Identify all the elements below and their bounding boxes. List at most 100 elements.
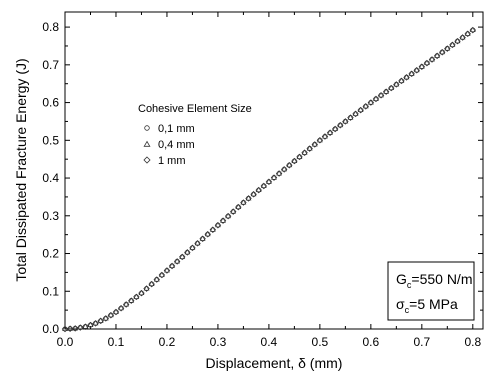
- y-tick-label: 0.5: [42, 133, 59, 147]
- x-axis-title: Displacement, δ (mm): [206, 355, 343, 371]
- marker-diamond: [240, 199, 247, 206]
- marker-diamond: [362, 103, 369, 110]
- marker-triangle: [102, 315, 109, 321]
- marker-diamond: [428, 56, 436, 63]
- marker-diamond: [372, 95, 380, 103]
- marker-triangle: [439, 49, 446, 55]
- marker-diamond: [270, 174, 278, 181]
- y-tick-labels: 0.0 0.1 0.2 0.3 0.4 0.5 0.6 0.7 0.8: [42, 20, 59, 336]
- marker-diamond: [102, 315, 110, 322]
- marker-diamond: [296, 153, 303, 161]
- marker-diamond: [214, 221, 222, 229]
- marker-triangle: [138, 289, 145, 296]
- marker-diamond: [433, 52, 441, 60]
- x-tick-label: 0.1: [108, 335, 125, 349]
- marker-diamond: [82, 323, 89, 330]
- marker-diamond: [347, 114, 354, 121]
- legend-label-2: 1 mm: [158, 155, 186, 167]
- marker-diamond: [179, 253, 186, 261]
- marker-triangle: [378, 92, 384, 98]
- marker-triangle: [240, 199, 247, 205]
- marker-triangle: [164, 267, 170, 273]
- marker-diamond: [352, 110, 359, 118]
- marker-triangle: [347, 114, 354, 120]
- x-tick-labels: 0.0 0.1 0.2 0.3 0.4 0.5 0.6 0.7 0.8: [57, 335, 482, 349]
- marker-triangle: [113, 308, 119, 314]
- marker-triangle: [327, 129, 333, 135]
- marker-diamond: [316, 137, 324, 144]
- marker-triangle: [403, 74, 410, 80]
- marker-triangle: [332, 125, 339, 131]
- marker-triangle: [194, 240, 201, 246]
- marker-triangle: [225, 212, 232, 219]
- marker-diamond: [66, 325, 74, 332]
- marker-diamond: [265, 178, 273, 186]
- marker-triangle: [464, 30, 471, 36]
- marker-triangle: [424, 59, 430, 65]
- legend-marker-diamond: [143, 156, 151, 164]
- marker-triangle: [133, 293, 140, 299]
- marker-diamond: [393, 81, 400, 88]
- marker-diamond: [260, 182, 268, 190]
- marker-diamond: [342, 118, 349, 125]
- marker-triangle: [123, 301, 130, 307]
- marker-triangle: [92, 320, 99, 326]
- marker-triangle: [199, 235, 206, 241]
- x-tick-label: 0.5: [312, 335, 329, 349]
- marker-diamond: [275, 170, 283, 177]
- marker-diamond: [163, 267, 171, 274]
- marker-diamond: [408, 70, 415, 78]
- plot-frame: [64, 11, 484, 330]
- marker-triangle: [393, 81, 400, 87]
- marker-diamond: [449, 41, 456, 49]
- marker-diamond: [184, 249, 191, 256]
- axis-ticks: [64, 12, 483, 330]
- marker-triangle: [413, 67, 420, 73]
- marker-diamond: [331, 125, 339, 133]
- marker-diamond: [464, 30, 471, 38]
- marker-triangle: [265, 178, 272, 184]
- marker-diamond: [459, 34, 466, 41]
- marker-triangle: [337, 122, 344, 128]
- marker-triangle: [67, 325, 74, 331]
- marker-diamond: [153, 276, 160, 283]
- marker-diamond: [219, 217, 227, 224]
- parameter-box-frame: [387, 261, 475, 321]
- legend-label-1: 0,4 mm: [158, 139, 195, 151]
- marker-triangle: [383, 88, 390, 94]
- marker-diamond: [71, 325, 79, 332]
- marker-triangle: [260, 182, 267, 188]
- marker-diamond: [398, 77, 405, 85]
- legend: Cohesive Element Size 0,1 mm 0,4 mm 1 mm: [138, 103, 252, 167]
- marker-triangle: [87, 321, 94, 327]
- marker-triangle: [367, 99, 374, 105]
- marker-triangle: [77, 324, 84, 330]
- marker-diamond: [413, 67, 420, 74]
- marker-diamond: [199, 235, 206, 243]
- marker-diamond: [61, 325, 69, 333]
- marker-diamond: [245, 195, 252, 202]
- marker-triangle: [230, 208, 237, 214]
- marker-triangle: [459, 34, 466, 40]
- marker-triangle: [158, 271, 165, 277]
- marker-triangle: [311, 141, 318, 147]
- marker-triangle: [148, 280, 155, 286]
- marker-diamond: [377, 92, 385, 99]
- marker-triangle: [179, 253, 186, 259]
- marker-triangle: [362, 103, 369, 109]
- marker-triangle: [444, 45, 451, 51]
- marker-diamond: [143, 285, 150, 292]
- marker-diamond: [301, 149, 308, 156]
- marker-diamond: [444, 45, 451, 52]
- marker-diamond: [87, 321, 94, 329]
- legend-label-0: 0,1 mm: [158, 123, 195, 135]
- y-tick-label: 0.2: [42, 247, 59, 261]
- marker-diamond: [321, 133, 329, 140]
- marker-diamond: [77, 324, 84, 331]
- data-markers: [61, 26, 477, 333]
- marker-triangle: [469, 26, 476, 33]
- y-tick-label: 0.6: [42, 96, 59, 110]
- marker-triangle: [301, 149, 308, 155]
- marker-diamond: [158, 271, 166, 279]
